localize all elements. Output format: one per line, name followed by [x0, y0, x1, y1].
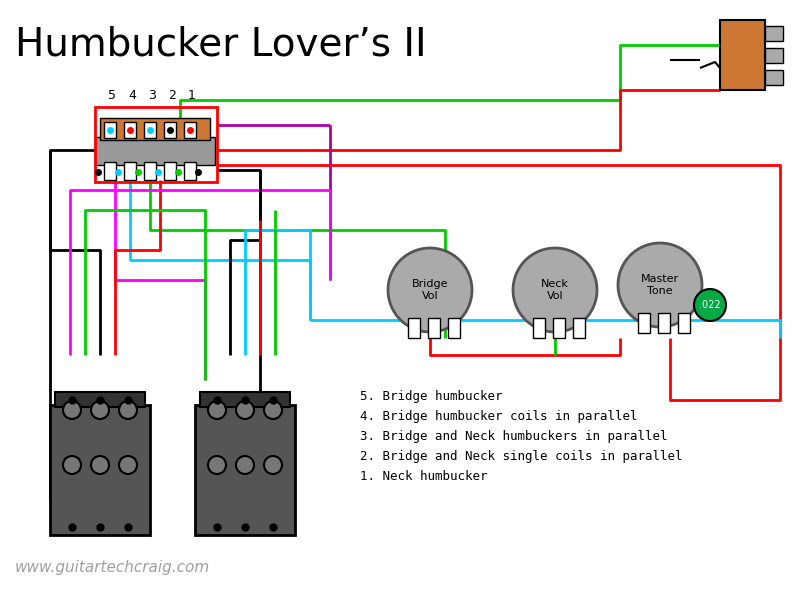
Bar: [124, 122, 136, 138]
Bar: [658, 313, 670, 333]
Text: 5. Bridge humbucker: 5. Bridge humbucker: [360, 390, 502, 403]
Text: Bridge
Vol: Bridge Vol: [412, 279, 448, 301]
Circle shape: [388, 248, 472, 332]
Bar: [573, 318, 585, 338]
Bar: [184, 122, 196, 138]
Bar: [184, 162, 196, 180]
Circle shape: [208, 401, 226, 419]
Text: Master
Tone: Master Tone: [641, 274, 679, 296]
Bar: [678, 313, 690, 333]
Circle shape: [208, 456, 226, 474]
Circle shape: [119, 401, 137, 419]
Circle shape: [119, 456, 137, 474]
Bar: [448, 318, 460, 338]
Text: 3: 3: [148, 89, 156, 102]
Text: Humbucker Lover’s II: Humbucker Lover’s II: [15, 25, 426, 63]
Bar: [195, 405, 295, 535]
Bar: [95, 107, 217, 182]
Text: 4. Bridge humbucker coils in parallel: 4. Bridge humbucker coils in parallel: [360, 410, 638, 423]
Circle shape: [236, 401, 254, 419]
Bar: [408, 318, 420, 338]
Bar: [164, 122, 176, 138]
Bar: [428, 318, 440, 338]
Circle shape: [63, 401, 81, 419]
Circle shape: [236, 456, 254, 474]
Circle shape: [694, 289, 726, 321]
Circle shape: [264, 456, 282, 474]
Bar: [100, 118, 210, 140]
Circle shape: [264, 401, 282, 419]
Bar: [200, 392, 290, 407]
Bar: [124, 162, 136, 180]
Bar: [144, 122, 156, 138]
Text: 2: 2: [168, 89, 176, 102]
Circle shape: [618, 243, 702, 327]
Bar: [720, 20, 765, 90]
Circle shape: [91, 456, 109, 474]
Text: .022: .022: [699, 300, 721, 310]
Bar: [765, 70, 783, 85]
Bar: [55, 392, 145, 407]
Text: 2. Bridge and Neck single coils in parallel: 2. Bridge and Neck single coils in paral…: [360, 450, 682, 463]
Bar: [553, 318, 565, 338]
Bar: [50, 405, 150, 535]
Bar: [95, 137, 215, 165]
Text: Neck
Vol: Neck Vol: [541, 279, 569, 301]
Bar: [104, 122, 116, 138]
Circle shape: [513, 248, 597, 332]
Text: 4: 4: [128, 89, 136, 102]
Bar: [164, 162, 176, 180]
Text: www.guitartechcraig.com: www.guitartechcraig.com: [15, 560, 210, 575]
Text: 3. Bridge and Neck humbuckers in parallel: 3. Bridge and Neck humbuckers in paralle…: [360, 430, 667, 443]
Text: 1: 1: [188, 89, 196, 102]
Circle shape: [63, 456, 81, 474]
Bar: [533, 318, 545, 338]
Bar: [144, 162, 156, 180]
Bar: [765, 26, 783, 41]
Text: 1. Neck humbucker: 1. Neck humbucker: [360, 470, 487, 483]
Bar: [104, 162, 116, 180]
Bar: [765, 48, 783, 63]
Circle shape: [91, 401, 109, 419]
Bar: [638, 313, 650, 333]
Text: 5: 5: [108, 89, 116, 102]
